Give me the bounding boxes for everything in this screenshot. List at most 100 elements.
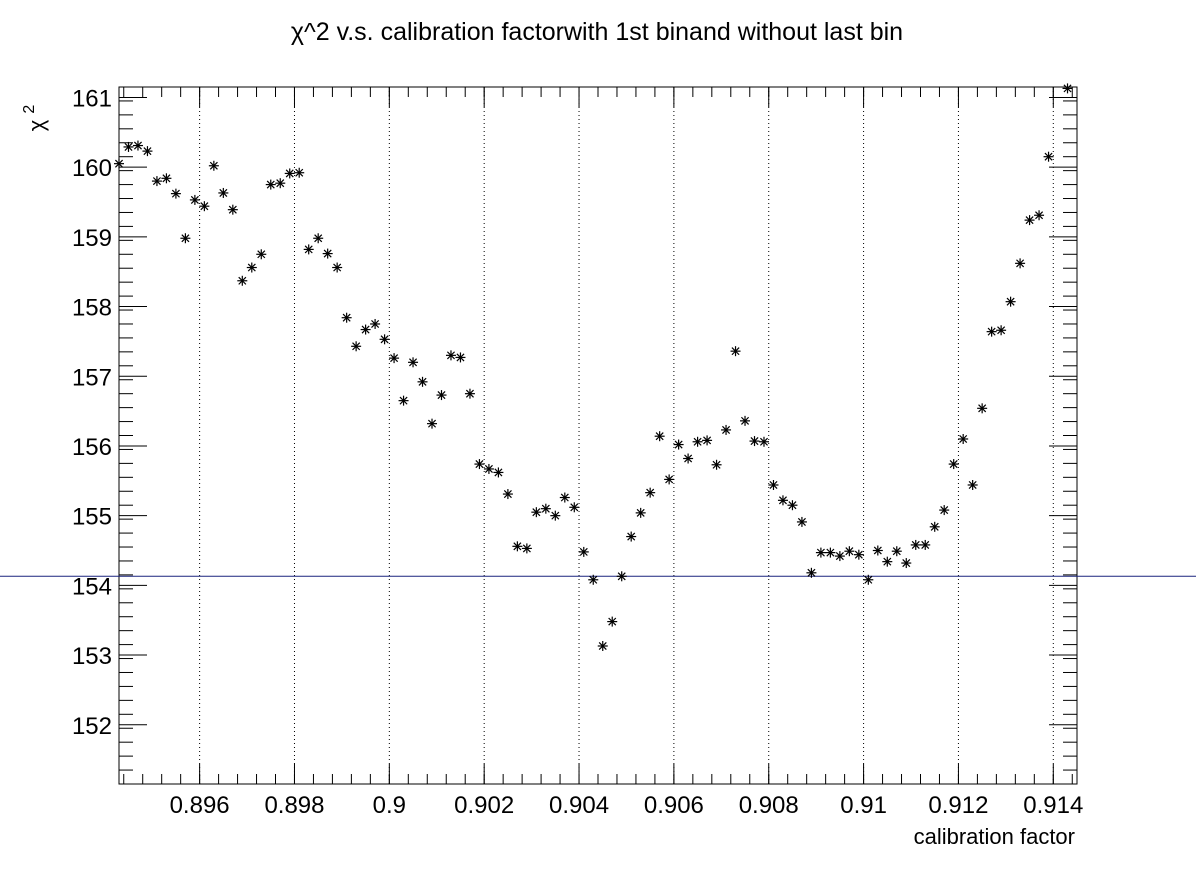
- y-tick-label: 156: [72, 434, 112, 461]
- data-point: [616, 571, 627, 582]
- data-point: [1024, 215, 1035, 226]
- data-point: [664, 474, 675, 485]
- data-point: [815, 547, 826, 558]
- data-point: [275, 178, 286, 189]
- data-point: [768, 479, 779, 490]
- y-tick-label: 158: [72, 295, 112, 322]
- data-point: [132, 140, 143, 151]
- data-point: [958, 433, 969, 444]
- data-point: [853, 549, 864, 560]
- data-point: [351, 341, 362, 352]
- data-point: [284, 168, 295, 179]
- data-point: [237, 275, 248, 286]
- data-point: [569, 502, 580, 513]
- data-point: [673, 439, 684, 450]
- data-point: [246, 262, 257, 273]
- data-point: [1034, 210, 1045, 221]
- x-tick-label: 0.906: [644, 792, 704, 819]
- data-point: [654, 431, 665, 442]
- x-tick-label: 0.91: [840, 792, 887, 819]
- data-point: [170, 188, 181, 199]
- data-point: [796, 516, 807, 527]
- data-point: [417, 376, 428, 387]
- data-point: [588, 574, 599, 585]
- data-point: [702, 435, 713, 446]
- data-point: [787, 500, 798, 511]
- data-point: [758, 436, 769, 447]
- y-tick-labels: 152 153 154 155 156 157 158 159 160 161: [72, 85, 112, 739]
- data-point: [322, 248, 333, 259]
- x-tick-label: 0.912: [928, 792, 988, 819]
- data-point: [474, 459, 485, 470]
- data-point: [493, 467, 504, 478]
- data-point: [977, 403, 988, 414]
- data-point: [939, 505, 950, 516]
- data-point: [967, 479, 978, 490]
- data-point: [123, 141, 134, 152]
- data-point: [389, 353, 400, 364]
- data-point: [920, 539, 931, 550]
- x-tick-label: 0.898: [264, 792, 324, 819]
- data-point: [455, 352, 466, 363]
- data-point: [370, 318, 381, 329]
- data-point: [721, 424, 732, 435]
- data-point: [910, 539, 921, 550]
- data-point: [1015, 258, 1026, 269]
- data-point: [218, 187, 229, 198]
- y-tick-label: 154: [72, 573, 112, 600]
- data-points: [114, 83, 1073, 651]
- data-point: [844, 546, 855, 557]
- x-axis-title: calibration factor: [914, 824, 1075, 849]
- data-point: [521, 543, 532, 554]
- data-point: [986, 326, 997, 337]
- chart-title: χ^2 v.s. calibration factorwith 1st bina…: [291, 18, 903, 46]
- x-tick-labels: 0.896 0.898 0.9 0.902 0.904 0.906 0.908 0.91 0.9…: [170, 792, 1084, 819]
- data-point: [1062, 83, 1073, 94]
- data-point: [740, 415, 751, 426]
- y-tick-label: 161: [72, 85, 112, 112]
- x-tick-label: 0.902: [454, 792, 514, 819]
- x-grid-lines: [199, 87, 1054, 784]
- y-axis-ticks: [119, 86, 1077, 785]
- data-point: [929, 521, 940, 532]
- data-point: [834, 551, 845, 562]
- x-tick-label: 0.914: [1023, 792, 1083, 819]
- x-axis-ticks: [123, 87, 1073, 784]
- x-tick-label: 0.904: [549, 792, 609, 819]
- y-axis-title-superscript: 2: [21, 105, 38, 114]
- data-point: [531, 507, 542, 518]
- data-point: [635, 507, 646, 518]
- y-tick-label: 159: [72, 225, 112, 252]
- data-point: [711, 459, 722, 470]
- data-point: [806, 567, 817, 578]
- data-point: [208, 160, 219, 171]
- plot-frame: [118, 86, 1078, 785]
- data-point: [427, 418, 438, 429]
- data-point: [502, 489, 513, 500]
- data-point: [436, 390, 447, 401]
- data-point: [683, 453, 694, 464]
- data-point: [189, 194, 200, 205]
- data-point: [578, 546, 589, 557]
- data-point: [863, 574, 874, 585]
- x-tick-label: 0.9: [373, 792, 406, 819]
- data-point: [341, 312, 352, 323]
- svg-text:χ2: χ2: [21, 105, 49, 132]
- data-point: [360, 324, 371, 335]
- data-point: [948, 459, 959, 470]
- data-point: [142, 146, 153, 157]
- y-axis-title-symbol: χ: [24, 119, 49, 131]
- data-point: [114, 158, 124, 169]
- data-point: [607, 616, 618, 627]
- y-tick-label: 153: [72, 643, 112, 670]
- data-point: [597, 640, 608, 651]
- data-point: [445, 350, 456, 361]
- data-point: [398, 395, 409, 406]
- data-point: [1043, 151, 1054, 162]
- data-point: [550, 510, 561, 521]
- y-tick-label: 160: [72, 155, 112, 182]
- data-point: [408, 357, 419, 368]
- data-point: [199, 201, 210, 212]
- data-point: [749, 436, 760, 447]
